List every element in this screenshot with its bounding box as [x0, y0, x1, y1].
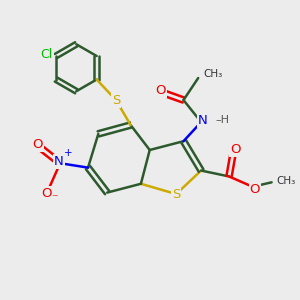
- Text: O: O: [41, 187, 51, 200]
- Text: O: O: [230, 142, 241, 156]
- Text: CH₃: CH₃: [203, 69, 223, 79]
- Text: N: N: [198, 114, 208, 127]
- Text: N: N: [54, 155, 64, 168]
- Text: S: S: [172, 188, 180, 201]
- Text: CH₃: CH₃: [276, 176, 295, 186]
- Text: O: O: [32, 138, 43, 151]
- Text: ⁻: ⁻: [52, 192, 58, 205]
- Text: +: +: [64, 148, 73, 158]
- Text: S: S: [112, 94, 120, 106]
- Text: Cl: Cl: [40, 48, 53, 61]
- Text: O: O: [155, 84, 166, 97]
- Text: –H: –H: [216, 115, 230, 125]
- Text: O: O: [250, 183, 260, 196]
